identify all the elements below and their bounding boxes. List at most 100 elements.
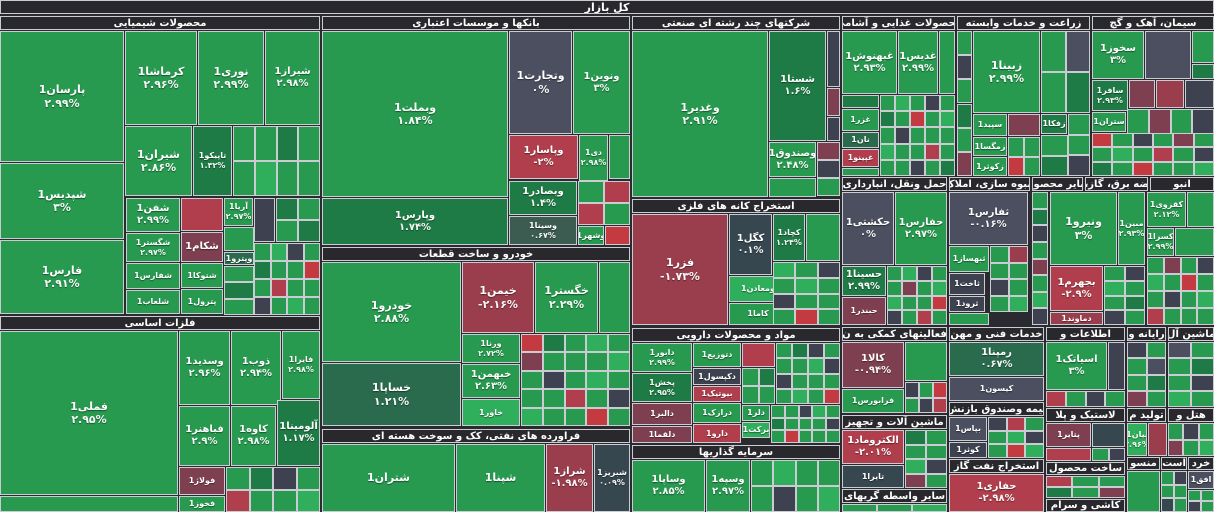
mosaic-tile[interactable] <box>1168 342 1191 359</box>
mosaic-tile[interactable] <box>905 382 919 398</box>
mosaic-tile[interactable] <box>542 334 565 353</box>
tile-unlabeled[interactable] <box>769 178 816 197</box>
mosaic-tile[interactable] <box>1009 279 1028 296</box>
sector-header-food[interactable]: محصولات غذایی و آشامی <box>842 16 955 30</box>
mosaic-tile[interactable] <box>751 460 774 486</box>
mosaic-tile[interactable] <box>1112 161 1133 176</box>
mosaic-tile[interactable] <box>776 388 792 404</box>
sector-header-investments[interactable]: سرمایه گذاریها <box>632 445 840 459</box>
mosaic-tile[interactable] <box>808 373 824 389</box>
tile-وغدیر1[interactable]: وغدیر1 ۲.۹۱% <box>632 31 768 197</box>
mosaic-tile[interactable] <box>990 295 1009 312</box>
mosaic-tile[interactable] <box>1180 291 1198 308</box>
mosaic-tile[interactable] <box>826 405 840 418</box>
mosaic-tile[interactable] <box>1032 241 1048 259</box>
mosaic-tile[interactable] <box>233 126 255 161</box>
tile-آریا1[interactable]: آریا1 ۲.۹۷% <box>224 198 253 226</box>
tile-فرابورس1[interactable]: فرابورس1 <box>842 389 904 413</box>
tile-ثبهساز1[interactable]: ثبهساز1 <box>949 246 989 272</box>
mosaic-tile[interactable] <box>1104 310 1125 325</box>
mosaic-tile[interactable] <box>303 243 320 261</box>
mosaic-tile[interactable] <box>1009 262 1028 279</box>
tile-شتوکا1[interactable]: شتوکا1 <box>181 263 223 288</box>
tile-وپارس1[interactable]: وپارس1 ۱.۷۴% <box>322 198 508 245</box>
sector-header-transport[interactable]: حمل ونقل، انبارداری <box>842 177 947 191</box>
mosaic-tile[interactable] <box>1180 274 1198 291</box>
tile-کقزوی1[interactable]: کقزوی1 ۲.۱۲% <box>1147 192 1186 227</box>
mosaic-tile[interactable] <box>298 161 320 196</box>
mosaic-tile[interactable] <box>1032 225 1048 242</box>
mosaic-tile[interactable] <box>1197 274 1214 291</box>
tile-فولاژ1[interactable]: فولاژ1 <box>179 467 225 495</box>
sector-header-rubber-plastic[interactable]: لاستیک و پلا <box>1046 408 1125 422</box>
mosaic-tile[interactable] <box>1032 208 1048 226</box>
mosaic-tile[interactable] <box>910 143 925 160</box>
sector-header-metal-ores[interactable]: استخراج کانه های فلزی <box>632 199 840 213</box>
mosaic-tile[interactable] <box>1191 374 1214 391</box>
tile-غپینو1[interactable]: غپینو1 <box>842 149 879 167</box>
mosaic-tile[interactable] <box>578 203 604 225</box>
tile-فزر1[interactable]: فزر1 -۱.۷۳% <box>632 214 728 325</box>
tile-کاوه1[interactable]: کاوه1 ۲.۹۸% <box>231 406 276 466</box>
tile-دلر1[interactable]: دلر1 <box>742 405 770 421</box>
mosaic-tile[interactable] <box>808 343 824 359</box>
mosaic-tile[interactable] <box>1032 308 1048 325</box>
mosaic-tile[interactable] <box>817 277 840 294</box>
mosaic-tile[interactable] <box>1092 448 1109 461</box>
tile-سپید1[interactable]: سپید1 <box>973 114 1007 136</box>
sector-header-computers[interactable]: رایانه و <box>1127 327 1166 341</box>
mosaic-tile[interactable] <box>1009 246 1028 263</box>
mosaic-tile[interactable] <box>988 444 1007 458</box>
sector-header-tiles-ceramics[interactable]: کاشی و سرام <box>1046 499 1125 512</box>
mosaic-tile[interactable] <box>771 405 785 418</box>
mosaic-tile[interactable] <box>940 111 955 128</box>
mosaic-tile[interactable] <box>771 417 785 431</box>
tile-تاپیکو1[interactable]: تاپیکو1 ۱.۳۲% <box>193 126 232 196</box>
mosaic-tile[interactable] <box>564 370 587 390</box>
tile-بیوتیک1[interactable]: بیوتیک1 <box>693 386 741 402</box>
tile-وسینا1[interactable]: وسینا1 ۰.۶۷% <box>509 216 577 245</box>
mosaic-tile[interactable] <box>773 460 796 486</box>
mosaic-tile[interactable] <box>926 444 947 459</box>
tile-حفارس1[interactable]: حفارس1 ۲.۹۷% <box>895 192 947 265</box>
tile-شپنا1[interactable]: شپنا1 <box>456 444 545 512</box>
tile-نوری1[interactable]: نوری1 ۲.۹۹% <box>198 31 264 125</box>
mosaic-tile[interactable] <box>925 127 940 144</box>
tile-ثرود1[interactable]: ثرود1 <box>949 296 985 312</box>
mosaic-tile[interactable] <box>1168 390 1191 407</box>
mosaic-tile[interactable] <box>303 297 320 315</box>
tile-غزر1[interactable]: غزر1 <box>842 109 879 131</box>
mosaic-tile[interactable] <box>925 111 940 128</box>
mosaic-tile[interactable] <box>1068 155 1090 176</box>
mosaic-tile[interactable] <box>798 430 813 443</box>
tile-کسرا1[interactable]: کسرا1 ۲.۹۹% <box>1147 228 1174 256</box>
tile-پارسان1[interactable]: پارسان1 ۲.۹۹% <box>0 31 124 162</box>
tile-شگستر1[interactable]: شگستر1 ۲.۹۷% <box>126 233 180 262</box>
tile-ستران1[interactable]: ستران1 <box>1092 112 1126 132</box>
mosaic-tile[interactable] <box>1146 358 1166 375</box>
mosaic-tile[interactable] <box>826 417 840 431</box>
mosaic-tile[interactable] <box>1201 490 1214 501</box>
mosaic-tile[interactable] <box>905 459 926 474</box>
mosaic-tile[interactable] <box>1072 487 1099 498</box>
mosaic-tile[interactable] <box>917 310 932 325</box>
mosaic-tile[interactable] <box>586 389 609 408</box>
tile-unlabeled[interactable] <box>1108 342 1125 390</box>
mosaic-tile[interactable] <box>1174 471 1187 485</box>
mosaic-tile[interactable] <box>812 417 827 431</box>
mosaic-tile[interactable] <box>887 266 902 281</box>
mosaic-tile[interactable] <box>1173 133 1194 148</box>
mosaic-tile[interactable] <box>824 388 840 404</box>
tile-unlabeled[interactable] <box>842 168 879 176</box>
mosaic-tile[interactable] <box>1006 444 1026 458</box>
tile-شتران1[interactable]: شتران1 <box>322 444 455 512</box>
tile-unlabeled[interactable] <box>254 198 275 242</box>
tile-unlabeled[interactable] <box>827 31 840 87</box>
mosaic-tile[interactable] <box>795 277 818 294</box>
mosaic-tile[interactable] <box>957 31 972 56</box>
mosaic-tile[interactable] <box>925 159 940 176</box>
tile-رمپنا1[interactable]: رمپنا1 ۰.۶۷% <box>949 342 1044 376</box>
sector-header-agriculture[interactable]: زراعت و خدمات وابسته <box>957 16 1090 30</box>
mosaic-tile[interactable] <box>887 295 902 311</box>
mosaic-tile[interactable] <box>887 310 902 325</box>
